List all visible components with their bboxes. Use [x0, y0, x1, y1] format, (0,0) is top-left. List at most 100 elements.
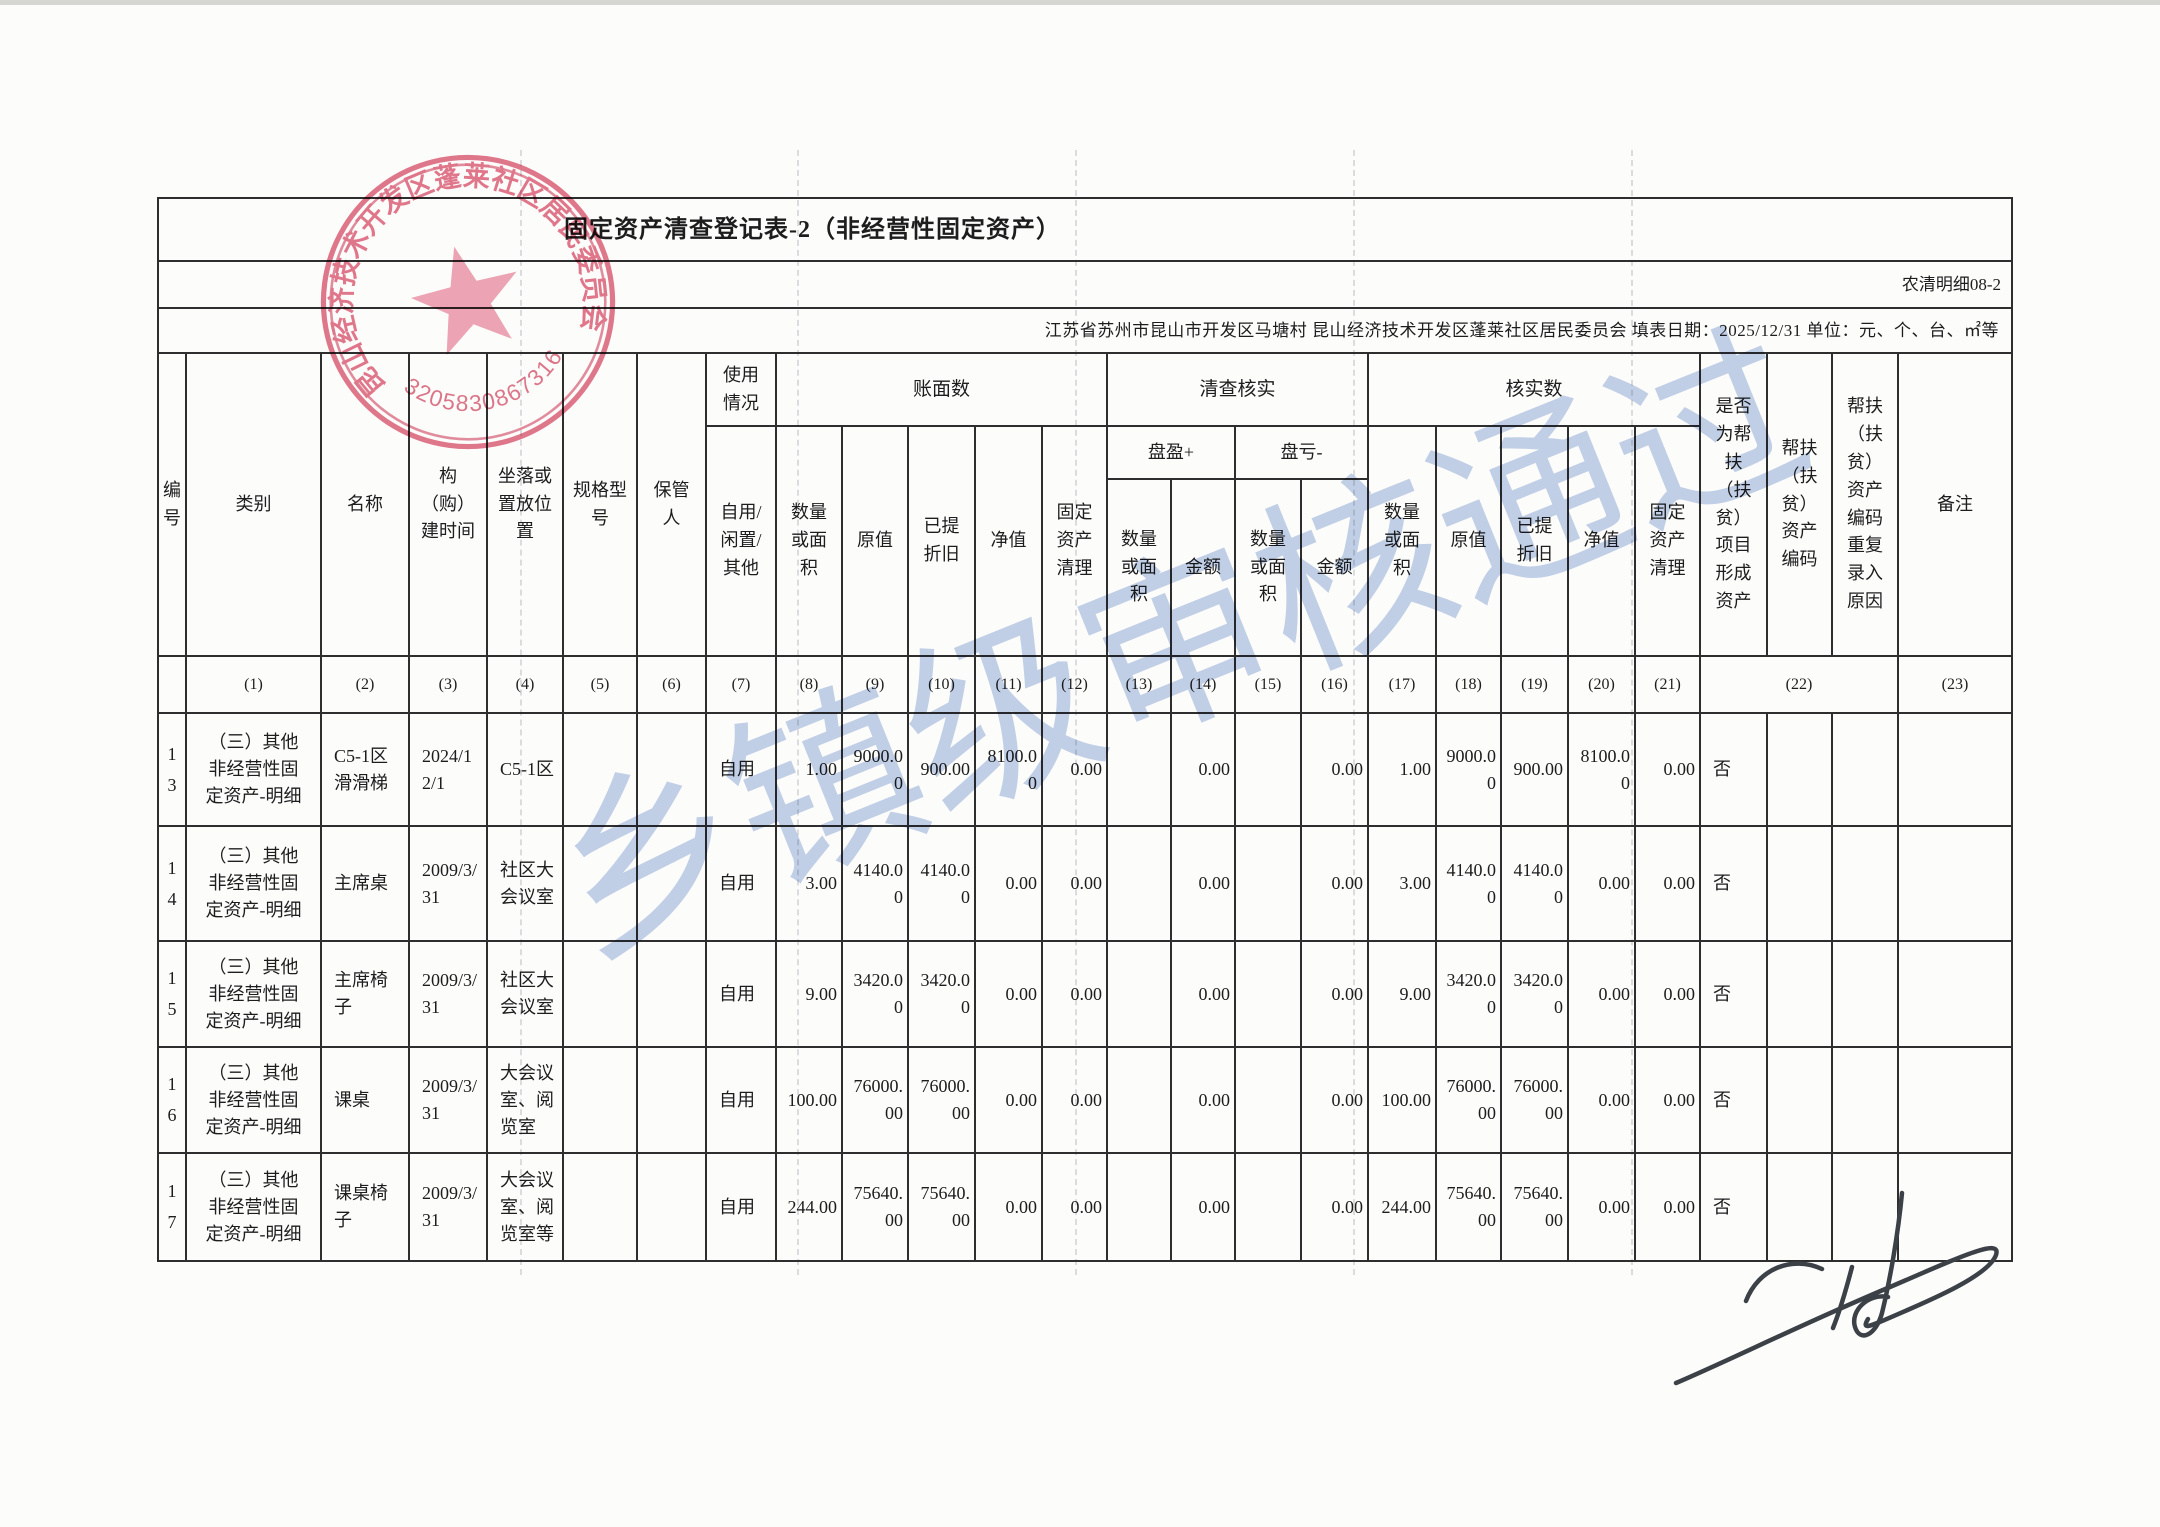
row13-col5: C5-1区	[488, 714, 564, 827]
row13-col21: 8100.00	[1569, 714, 1636, 827]
row14-col14	[1108, 827, 1172, 942]
row15-col23: 否	[1701, 942, 1768, 1048]
row14-col2: （三）其他非经营性固定资产-明细	[187, 827, 322, 942]
row17-col18: 244.00	[1369, 1154, 1437, 1260]
row16-col12: 0.00	[976, 1048, 1043, 1154]
colnum-9: (9)	[843, 657, 909, 714]
row13-col13: 0.00	[1043, 714, 1108, 827]
header-location: 坐落或置放位置	[488, 354, 564, 657]
row13-col16	[1236, 714, 1302, 827]
row13-col20: 900.00	[1502, 714, 1569, 827]
row14-col16	[1236, 827, 1302, 942]
colnum-6: (6)	[638, 657, 707, 714]
row13-col8: 自用	[707, 714, 777, 827]
row13-col15: 0.00	[1172, 714, 1236, 827]
row16-col6	[564, 1048, 638, 1154]
colnum-11: (11)	[976, 657, 1043, 714]
row17-col19: 75640.00	[1437, 1154, 1502, 1260]
row13-col11: 900.00	[909, 714, 976, 827]
row17-col10: 75640.00	[843, 1154, 909, 1260]
colnum-5: (5)	[564, 657, 638, 714]
header-book-group: 账面数	[777, 354, 1108, 427]
row16-col19: 76000.00	[1437, 1048, 1502, 1154]
row17-col3: 课桌椅子	[322, 1154, 410, 1260]
row15-col12: 0.00	[976, 942, 1043, 1048]
row15-col22: 0.00	[1636, 942, 1701, 1048]
row16-col10: 76000.00	[843, 1048, 909, 1154]
row14-col22: 0.00	[1636, 827, 1701, 942]
colnum-22: (22)	[1701, 657, 1899, 714]
row17-col8: 自用	[707, 1154, 777, 1260]
asset-inventory-table: 固定资产清查登记表-2（非经营性固定资产） 农清明细08-2 江苏省苏州市昆山市…	[157, 197, 2013, 1262]
row15-col16	[1236, 942, 1302, 1048]
row16-col9: 100.00	[777, 1048, 843, 1154]
row17-col26	[1899, 1154, 2011, 1260]
row14-col20: 4140.00	[1502, 827, 1569, 942]
row17-col9: 244.00	[777, 1154, 843, 1260]
row16-col2: （三）其他非经营性固定资产-明细	[187, 1048, 322, 1154]
colnum-13: (13)	[1108, 657, 1172, 714]
colnum-4: (4)	[488, 657, 564, 714]
row17-col21: 0.00	[1569, 1154, 1636, 1260]
row17-col15: 0.00	[1172, 1154, 1236, 1260]
header-verify-qty: 数量或面积	[1369, 427, 1437, 657]
row17-col12: 0.00	[976, 1154, 1043, 1260]
row16-col26	[1899, 1048, 2011, 1154]
row15-col13: 0.00	[1043, 942, 1108, 1048]
row13-col14	[1108, 714, 1172, 827]
header-surplus-amount: 金额	[1172, 480, 1236, 657]
header-keeper: 保管人	[638, 354, 707, 657]
row15-col5: 社区大会议室	[488, 942, 564, 1048]
row13-col3: C5-1区滑滑梯	[322, 714, 410, 827]
colnum-15: (15)	[1236, 657, 1302, 714]
row16-col16	[1236, 1048, 1302, 1154]
row15-col18: 9.00	[1369, 942, 1437, 1048]
row14-col8: 自用	[707, 827, 777, 942]
header-verify-orig: 原值	[1437, 427, 1502, 657]
row16-col15: 0.00	[1172, 1048, 1236, 1154]
row13-col4: 2024/12/1	[410, 714, 488, 827]
header-shortage: 盘亏-	[1236, 427, 1369, 480]
colnum-20: (20)	[1569, 657, 1636, 714]
row13-col22: 0.00	[1636, 714, 1701, 827]
row13-col7	[638, 714, 707, 827]
row16-col22: 0.00	[1636, 1048, 1701, 1154]
row17-col13: 0.00	[1043, 1154, 1108, 1260]
header-remark: 备注	[1899, 354, 2011, 657]
row13-col17: 0.00	[1302, 714, 1369, 827]
header-verify-disposal: 固定资产清理	[1636, 427, 1701, 657]
header-book-orig: 原值	[843, 427, 909, 657]
row15-col9: 9.00	[777, 942, 843, 1048]
colnum-18: (18)	[1437, 657, 1502, 714]
row15-col19: 3420.00	[1437, 942, 1502, 1048]
row16-col25	[1833, 1048, 1899, 1154]
row17-col20: 75640.00	[1502, 1154, 1569, 1260]
row15-col10: 3420.00	[843, 942, 909, 1048]
row17-col24	[1768, 1154, 1833, 1260]
header-usage-group: 使用情况	[707, 354, 777, 427]
row14-col6	[564, 827, 638, 942]
header-shortage-qty: 数量或面积	[1236, 480, 1302, 657]
row13-col1: 13	[159, 714, 187, 827]
row14-col9: 3.00	[777, 827, 843, 942]
header-book-disposal: 固定资产清理	[1043, 427, 1108, 657]
colnum-17: (17)	[1369, 657, 1437, 714]
row14-col19: 4140.00	[1437, 827, 1502, 942]
row15-col17: 0.00	[1302, 942, 1369, 1048]
row15-col4: 2009/3/31	[410, 942, 488, 1048]
colnum-10: (10)	[909, 657, 976, 714]
form-code: 农清明细08-2	[159, 262, 2011, 309]
colnum-12: (12)	[1043, 657, 1108, 714]
colnum-8: (8)	[777, 657, 843, 714]
row16-col20: 76000.00	[1502, 1048, 1569, 1154]
row17-col23: 否	[1701, 1154, 1768, 1260]
org-date-unit-line: 江苏省苏州市昆山市开发区马塘村 昆山经济技术开发区蓬莱社区居民委员会 填表日期：…	[159, 309, 2011, 354]
row17-col4: 2009/3/31	[410, 1154, 488, 1260]
row16-col3: 课桌	[322, 1048, 410, 1154]
row13-col26	[1899, 714, 2011, 827]
row15-col11: 3420.00	[909, 942, 976, 1048]
row13-col18: 1.00	[1369, 714, 1437, 827]
row14-col25	[1833, 827, 1899, 942]
row13-col6	[564, 714, 638, 827]
row14-col12: 0.00	[976, 827, 1043, 942]
